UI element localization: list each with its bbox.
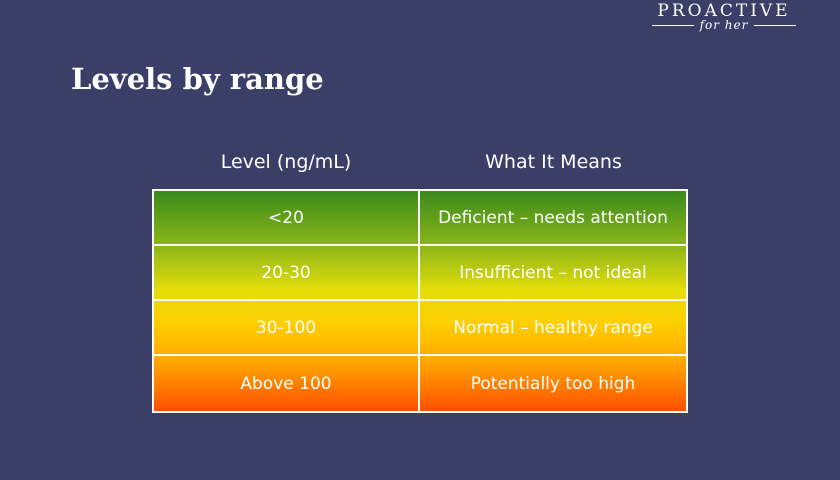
column-header: Level (ng/mL) (220, 151, 352, 173)
brand-name: PROACTIVE (657, 1, 791, 21)
column-header: What It Means (485, 151, 622, 173)
table: <20 Deficient – needs attention 20-30 Insuf… (152, 189, 688, 413)
brand-tagline-row: for her (640, 18, 808, 32)
table-cell: Potentially too high (470, 373, 636, 394)
table-cell: 20-30 (154, 246, 420, 301)
brand-tagline: for her (699, 18, 749, 32)
table-cell: <20 (154, 191, 420, 246)
table-cell: 30-100 (154, 301, 420, 356)
rule (651, 24, 694, 26)
table-cell: Above 100 (154, 356, 420, 411)
rule (754, 24, 797, 26)
table-cell: Normal – healthy range (420, 301, 686, 356)
table-cell: Insufficient – not ideal (420, 246, 686, 301)
slide-title: Levels by range (71, 62, 324, 96)
table-cell: Deficient – needs attention (420, 191, 686, 246)
brand: PROACTIVE for her (640, 0, 808, 32)
